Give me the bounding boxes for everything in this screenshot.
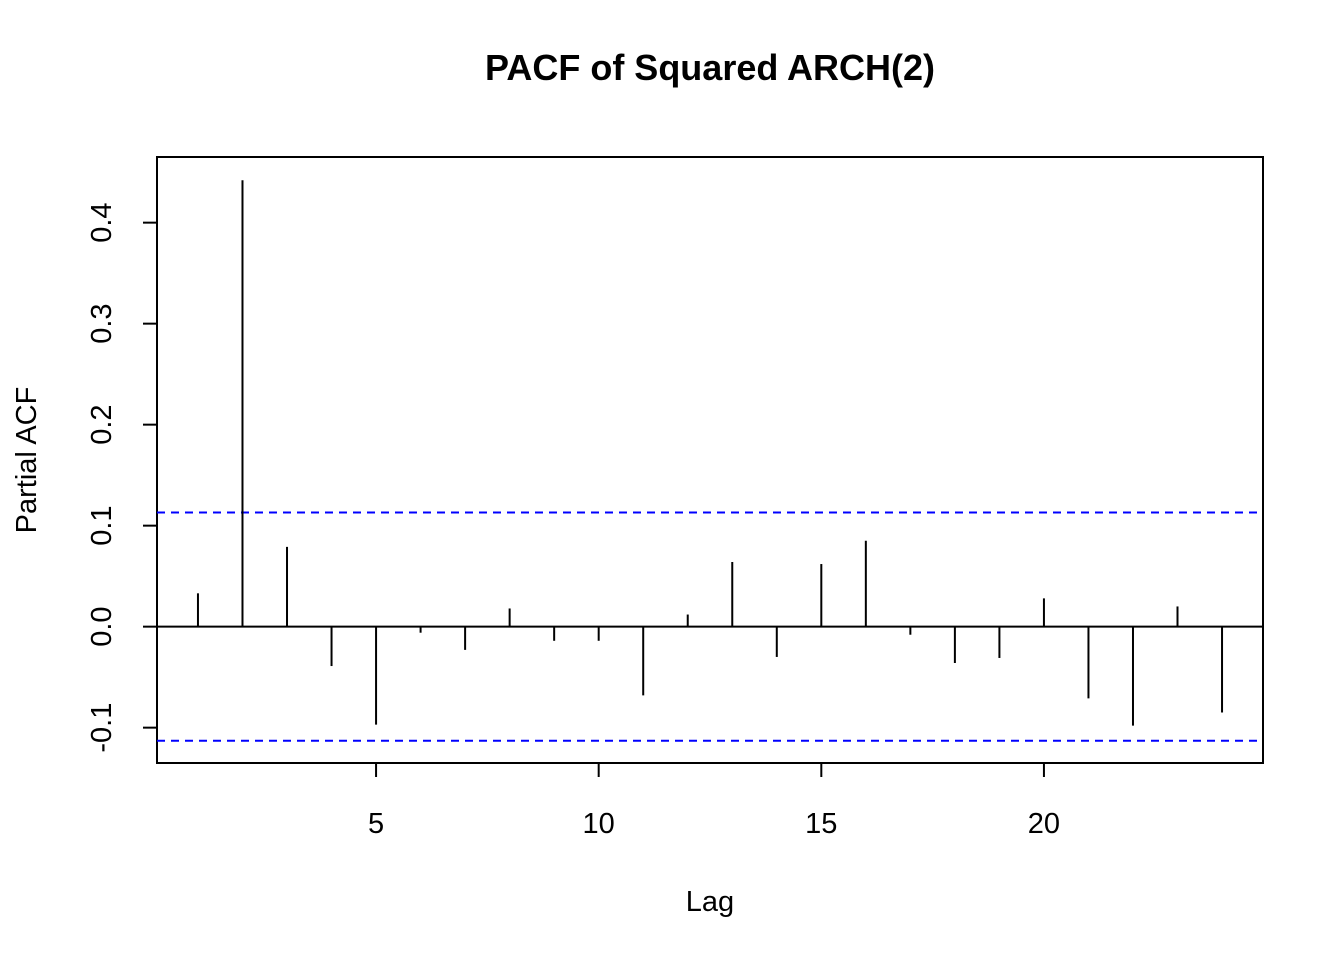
y-tick-label-0.0: 0.0 — [86, 606, 118, 646]
x-tick-label-15: 15 — [805, 808, 837, 840]
x-tick-label-5: 5 — [368, 808, 384, 840]
y-tick-label-0.2: 0.2 — [86, 404, 118, 444]
plot-area: 5 10 15 20 -0.1 0.0 0.1 0.2 0.3 0.4 — [86, 156, 1264, 840]
x-tick-label-20: 20 — [1028, 808, 1060, 840]
plot-frame — [156, 156, 1264, 764]
y-tick-label-0.1: 0.1 — [86, 505, 118, 545]
x-tick-label-10: 10 — [583, 808, 615, 840]
chart-title: PACF of Squared ARCH(2) — [485, 47, 935, 88]
y-axis-label: Partial ACF — [11, 387, 43, 534]
x-axis-label: Lag — [686, 886, 734, 918]
y-tick-label--0.1: -0.1 — [86, 703, 118, 753]
y-tick-label-0.4: 0.4 — [86, 202, 118, 242]
y-tick-label-0.3: 0.3 — [86, 303, 118, 343]
